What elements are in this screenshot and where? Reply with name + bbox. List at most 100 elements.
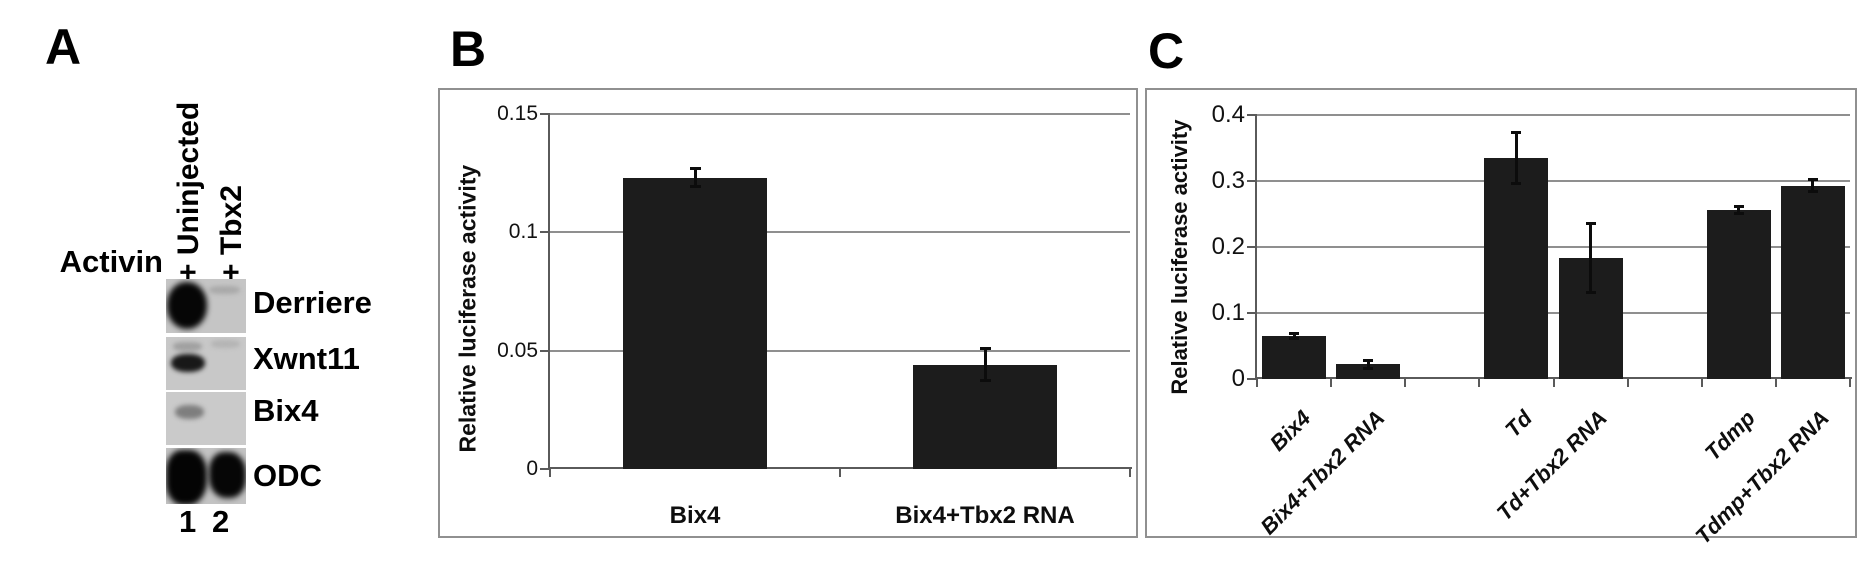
error-cap-bottom: [1808, 190, 1818, 193]
error-cap-bottom: [690, 185, 701, 188]
panel-b-chart: Relative luciferase activity 0.15 0.1 0.05…: [438, 88, 1138, 538]
gridline: [1257, 312, 1850, 314]
category-label-tdmp: Tdmp: [1699, 405, 1760, 466]
blot-row-xwnt11: [166, 337, 246, 390]
error-cap-top: [1586, 222, 1596, 225]
band-odc-lane2-strong: [209, 452, 246, 498]
error-cap-top: [980, 347, 991, 350]
gene-label-bix4: Bix4: [253, 393, 319, 428]
bar-tdmp: [1707, 210, 1771, 379]
error-bar-td-tbx2-rna: [1589, 223, 1592, 293]
error-cap-top: [1289, 332, 1299, 335]
y-axis-tick: [540, 231, 550, 233]
y-tick-label: 0: [526, 457, 538, 480]
x-axis: [548, 467, 1132, 469]
error-cap-bottom: [980, 379, 991, 382]
band-xwnt11-lane1-main: [171, 354, 205, 372]
y-tick-label: 0.05: [497, 339, 538, 362]
activin-label: Activin: [59, 244, 163, 279]
x-axis-tick: [1775, 379, 1777, 387]
y-axis-tick: [1247, 180, 1257, 182]
error-cap-top: [1363, 359, 1373, 362]
y-axis: [548, 114, 550, 469]
band-derriere-lane1-strong: [167, 282, 207, 329]
band-derriere-lane2-faint: [209, 286, 240, 294]
y-tick-label: 0.2: [1211, 233, 1245, 260]
error-cap-bottom: [1586, 291, 1596, 294]
error-cap-top: [1511, 131, 1521, 134]
lane-number-2: 2: [212, 504, 230, 539]
y-axis-tick: [1247, 114, 1257, 116]
gene-label-odc: ODC: [253, 458, 322, 493]
error-bar-bix4: [694, 168, 697, 187]
x-axis-tick: [1627, 379, 1629, 387]
y-axis-tick: [1247, 378, 1257, 380]
band-odc-lane1-strong: [166, 450, 207, 504]
bar-tdmp-tbx2-rna: [1781, 186, 1845, 379]
panel-b-label: B: [450, 21, 487, 77]
error-cap-bottom: [1511, 182, 1521, 185]
error-cap-bottom: [1734, 212, 1744, 215]
error-bar-td: [1515, 132, 1518, 185]
y-tick-label: 0: [1231, 365, 1245, 392]
error-cap-top: [1808, 178, 1818, 181]
error-bar-bix4-tbx2-rna: [1367, 360, 1370, 369]
plot-area-b: [540, 113, 1132, 477]
lane-header-tbx2: + Tbx2: [215, 185, 248, 281]
y-axis-tick: [540, 350, 550, 352]
x-axis-tick: [1478, 379, 1480, 387]
y-tick-label: 0.15: [497, 102, 538, 125]
error-bar-bix4-tbx2-rna: [984, 348, 987, 381]
plot-area-c: [1247, 114, 1852, 387]
x-axis: [1255, 377, 1852, 379]
error-cap-bottom: [1289, 337, 1299, 340]
error-cap-top: [1734, 205, 1744, 208]
gridline: [550, 231, 1130, 233]
y-tick-label: 0.4: [1211, 101, 1245, 128]
error-cap-top: [690, 167, 701, 170]
category-label-bix4-tbx2-rna: Bix4+Tbx2 RNA: [895, 502, 1075, 529]
panel-c-chart: Relative luciferase activity 0.4 0.3 0.2 0.…: [1145, 88, 1857, 549]
y-axis-tick: [540, 113, 550, 115]
panel-a-label: A: [45, 19, 82, 75]
blot-row-odc: [166, 448, 246, 504]
error-bar-tdmp-tbx2-rna: [1811, 179, 1814, 192]
y-axis-tick: [1247, 246, 1257, 248]
error-cap-bottom: [1363, 367, 1373, 370]
error-bar-tdmp: [1737, 206, 1740, 214]
bar-bix4: [1262, 336, 1326, 379]
gene-label-derriere: Derriere: [253, 285, 372, 320]
y-tick-label: 0.3: [1211, 167, 1245, 194]
category-label-td: Td: [1500, 405, 1537, 442]
x-axis-tick: [1849, 379, 1851, 387]
lane-header-uninjected: + Uninjected: [172, 101, 205, 281]
y-tick-label: 0.1: [508, 220, 538, 243]
blot-row-derriere: [166, 279, 246, 333]
gridline: [550, 350, 1130, 352]
x-axis-tick: [1701, 379, 1703, 387]
gridline: [1257, 246, 1850, 248]
blot-row-bix4: [166, 392, 246, 445]
bar-bix4: [623, 178, 767, 469]
x-axis-tick: [1129, 469, 1131, 477]
lane-number-1: 1: [179, 504, 197, 539]
bar-td: [1484, 158, 1548, 379]
error-bar-bix4: [1293, 333, 1296, 338]
gridline: [1257, 114, 1850, 116]
x-axis-tick: [1330, 379, 1332, 387]
y-axis: [1255, 115, 1257, 379]
band-xwnt11-lane1-smear: [173, 342, 202, 351]
x-axis-tick: [839, 469, 841, 477]
x-axis-tick: [1256, 379, 1258, 387]
band-xwnt11-lane2-faint: [211, 340, 240, 348]
y-axis-tick: [1247, 312, 1257, 314]
category-label-bix4: Bix4: [669, 502, 721, 529]
gridline: [1257, 180, 1850, 182]
bar-bix4-tbx2-rna: [1336, 364, 1400, 379]
gridline: [550, 113, 1130, 115]
category-label-bix4: Bix4: [1264, 405, 1315, 456]
category-label-tdmp-tbx2-rna: Tdmp+Tbx2 RNA: [1690, 405, 1834, 549]
panel-c-label: C: [1148, 23, 1185, 79]
panel-b-y-axis-title: Relative luciferase activity: [454, 164, 481, 453]
